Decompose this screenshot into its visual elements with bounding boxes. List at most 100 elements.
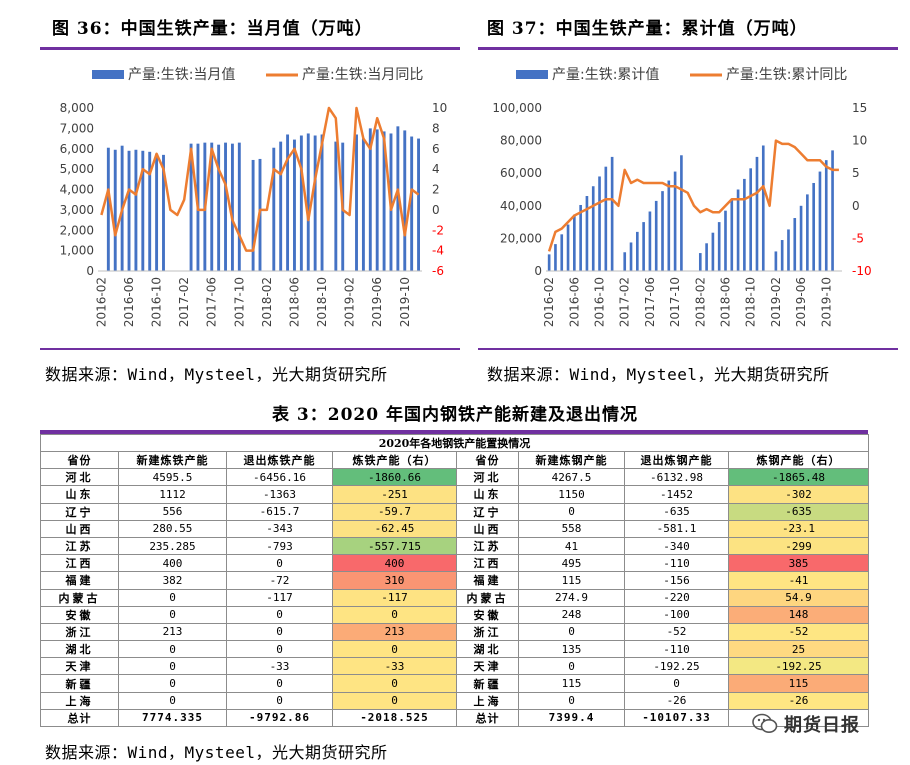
table-cell: 0 bbox=[518, 691, 625, 710]
chart1-left-axis: 8,000 7,000 6,000 5,000 4,000 3,000 2,000 1,000… bbox=[60, 101, 94, 278]
bar bbox=[642, 222, 645, 271]
bar bbox=[610, 156, 614, 271]
table-cell: 0 bbox=[332, 640, 457, 659]
table-cell: -192.25 bbox=[728, 657, 869, 676]
table-cell: 新建炼铁产能 bbox=[118, 450, 227, 470]
table-cell: 558 bbox=[518, 519, 625, 538]
table-cell: 总计 bbox=[40, 708, 119, 728]
bar bbox=[237, 142, 241, 271]
left-axis-tick-label: 3,000 bbox=[60, 203, 94, 217]
bar bbox=[566, 224, 570, 271]
right-axis-tick-label: -10 bbox=[852, 264, 872, 278]
chart2-right-axis: 15 10 5 0 -5 -10 bbox=[852, 101, 872, 278]
yoy-line bbox=[100, 106, 420, 252]
source-note-left: 数据来源：Wind，Mysteel，光大期货研究所 bbox=[45, 365, 388, 384]
watermark-text: 期货日报 bbox=[784, 715, 860, 736]
bar bbox=[320, 134, 324, 271]
x-axis-tick-label: 2019-10 bbox=[819, 277, 833, 327]
right-axis-tick-label: -2 bbox=[432, 223, 444, 237]
bar bbox=[824, 160, 828, 271]
table-cell: 54.9 bbox=[728, 588, 869, 607]
table-cell: 辽宁 bbox=[456, 502, 519, 521]
x-axis-tick-label: 2018-10 bbox=[744, 277, 758, 327]
table-cell: 235.285 bbox=[118, 536, 227, 556]
table-cell: 总计 bbox=[456, 708, 519, 728]
bar bbox=[604, 166, 608, 271]
x-axis-tick-label: 2016-10 bbox=[150, 277, 164, 327]
bar bbox=[818, 171, 822, 271]
bar bbox=[579, 204, 582, 271]
legend-label-bar: 产量:生铁:累计值 bbox=[552, 67, 659, 83]
bar bbox=[106, 147, 110, 271]
right-axis-tick-label: 8 bbox=[432, 121, 440, 135]
right-axis-tick-label: 0 bbox=[852, 199, 860, 213]
table-cell: 0 bbox=[118, 674, 227, 693]
table-cell: -343 bbox=[226, 519, 333, 538]
capacity-table: 2020年各地钢铁产能置换情况 省份 新建炼铁产能 退出炼铁产能 炼铁产能（右） 省份新… bbox=[40, 434, 869, 728]
table-cell: 0 bbox=[226, 640, 333, 659]
chart2-left-axis: 100,000 80,000 60,000 40,000 20,000 0 bbox=[492, 101, 542, 278]
right-axis-tick-label: -6 bbox=[432, 264, 444, 278]
table-title: 表 3：2020 年国内钢铁产能新建及退出情况 bbox=[272, 405, 638, 425]
right-axis-tick-label: -4 bbox=[432, 244, 444, 258]
x-axis-tick-label: 2017-10 bbox=[668, 277, 682, 327]
table-cell: -156 bbox=[624, 571, 729, 590]
table-cell: 0 bbox=[332, 691, 457, 710]
table-cell: 湖北 bbox=[456, 640, 519, 659]
figure37-title: 图 37：中国生铁产量：累计值（万吨） bbox=[487, 19, 808, 39]
table-cell: -1363 bbox=[226, 485, 333, 504]
table-cell: 382 bbox=[118, 571, 227, 590]
x-axis-tick-label: 2017-06 bbox=[205, 277, 219, 327]
bar bbox=[799, 205, 803, 271]
bar bbox=[585, 196, 589, 271]
legend-label-line: 产量:生铁:累计同比 bbox=[726, 67, 847, 83]
bar bbox=[554, 244, 557, 271]
table-cell: 7774.335 bbox=[118, 708, 227, 728]
bar bbox=[573, 214, 576, 271]
x-axis-tick-label: 2016-06 bbox=[122, 277, 136, 327]
table-cell: -110 bbox=[624, 554, 729, 573]
table-cell: 556 bbox=[118, 502, 227, 521]
bar bbox=[635, 231, 639, 271]
x-axis-tick-label: 2018-06 bbox=[287, 277, 301, 327]
right-axis-tick-label: -5 bbox=[852, 231, 864, 245]
table-cell: 0 bbox=[226, 605, 333, 624]
bar bbox=[717, 222, 721, 271]
x-axis-tick-label: 2017-02 bbox=[618, 277, 632, 327]
bar bbox=[251, 159, 255, 271]
x-axis-tick-label: 2018-02 bbox=[693, 277, 707, 327]
table-cell: 退出炼铁产能 bbox=[226, 450, 333, 470]
table-cell: 新疆 bbox=[456, 674, 519, 693]
table-cell: 山西 bbox=[40, 519, 119, 538]
bar bbox=[286, 134, 290, 271]
bar bbox=[155, 153, 159, 271]
table-cell: 1150 bbox=[518, 485, 625, 504]
table-cell: 0 bbox=[118, 657, 227, 676]
right-axis-tick-label: 5 bbox=[852, 166, 860, 180]
table-cell: 0 bbox=[226, 674, 333, 693]
bar bbox=[724, 210, 727, 271]
monthly-pig-iron-chart: 产量:生铁:当月值 产量:生铁:当月同比 8,000 7,000 6,000 5,00… bbox=[60, 67, 448, 327]
table-cell: -26 bbox=[728, 691, 869, 710]
table-cell: 274.9 bbox=[518, 588, 625, 607]
table-cell: -635 bbox=[728, 502, 869, 521]
bar bbox=[230, 143, 234, 271]
bar bbox=[648, 211, 652, 271]
table-row: 辽宁 556 -615.7 -59.7 辽宁 0 -635 -635 bbox=[40, 502, 869, 521]
table-row: 河北 4595.5 -6456.16 -1860.66 河北 4267.5 -6132.98… bbox=[40, 468, 869, 487]
bar bbox=[812, 182, 815, 271]
bar bbox=[730, 200, 734, 271]
right-axis-tick-label: 2 bbox=[432, 183, 440, 197]
table-total-row: 总计 7774.335 -9792.86 -2018.525 总计 7399.4 -1010… bbox=[40, 708, 869, 728]
table-cell: -59.7 bbox=[332, 502, 457, 521]
table-cell: 248 bbox=[518, 605, 625, 624]
bar bbox=[210, 142, 214, 271]
table-cell: 江西 bbox=[456, 554, 519, 573]
right-axis-tick-label: 0 bbox=[432, 203, 440, 217]
table-cell: 省份 bbox=[456, 450, 519, 470]
title-rule-left bbox=[40, 47, 460, 50]
left-axis-tick-label: 20,000 bbox=[500, 231, 542, 245]
table-cell: -2018.525 bbox=[332, 708, 457, 728]
table-cell: 江苏 bbox=[456, 536, 519, 556]
table-cell: -1452 bbox=[624, 485, 729, 504]
